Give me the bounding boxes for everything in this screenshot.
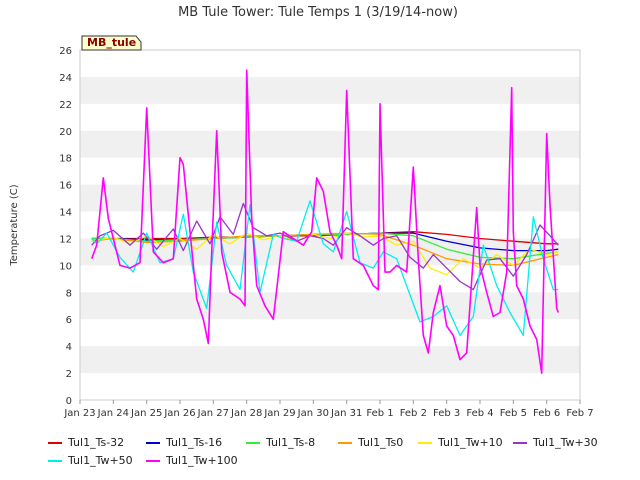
legend-swatch — [513, 441, 527, 444]
y-tick-label: 20 — [59, 127, 72, 138]
y-tick-label: 14 — [59, 208, 72, 219]
legend-label: Tul1_Ts0 — [358, 436, 404, 449]
legend-swatch — [146, 459, 160, 462]
grid-bands — [80, 76, 580, 374]
x-tick-label: Feb 3 — [433, 408, 460, 419]
x-tick-label: Jan 28 — [230, 408, 262, 419]
x-tick-label: Feb 4 — [466, 408, 493, 419]
grid-band — [80, 76, 580, 104]
y-tick-label: 0 — [66, 396, 72, 407]
x-tick-label: Jan 27 — [197, 408, 229, 419]
y-tick-label: 2 — [66, 369, 72, 380]
legend-item: Tul1_Tw+50 — [48, 454, 133, 467]
legend-swatch — [418, 441, 432, 444]
y-tick-label: 24 — [59, 73, 72, 84]
x-tick-label: Jan 29 — [263, 408, 295, 419]
x-tick-label: Jan 30 — [297, 408, 329, 419]
legend-item: Tul1_Ts-32 — [48, 436, 124, 449]
legend-label: Tul1_Ts-32 — [68, 436, 125, 449]
y-tick-label: 10 — [59, 261, 72, 272]
y-axis-label: Temperature (C) — [9, 184, 20, 266]
legend-label: Tul1_Tw+100 — [166, 454, 238, 467]
station-badge: MB_tule — [81, 35, 142, 51]
legend-swatch — [246, 441, 260, 444]
chart-title: MB Tule Tower: Tule Temps 1 (3/19/14-now… — [178, 5, 458, 20]
legend-label: Tul1_Tw+50 — [68, 454, 133, 467]
x-tick-label: Jan 23 — [63, 408, 95, 419]
legend-label: Tul1_Tw+10 — [438, 436, 503, 449]
y-tick-label: 26 — [59, 46, 72, 57]
series-line-tul1-tw-100 — [90, 69, 560, 374]
plot-frame — [79, 49, 581, 401]
station-badge-label: MB_tule — [87, 36, 136, 49]
legend-swatch — [48, 459, 62, 462]
legend-item: Tul1_Ts-16 — [146, 436, 222, 449]
x-tick-label: Jan 25 — [130, 408, 162, 419]
x-tick-label: Feb 2 — [400, 408, 427, 419]
y-tick-label: 22 — [59, 100, 72, 111]
series-group — [90, 69, 560, 374]
y-tick-label: 18 — [59, 154, 72, 165]
y-tick-label: 12 — [59, 234, 72, 245]
x-tick-label: Feb 5 — [500, 408, 527, 419]
legend-label: Tul1_Tw+30 — [533, 436, 598, 449]
legend-item: Tul1_Ts0 — [338, 436, 403, 449]
y-tick-label: 16 — [59, 181, 72, 192]
legend-label: Tul1_Ts-8 — [266, 436, 316, 449]
x-tick-label: Feb 1 — [366, 408, 393, 419]
grid-band — [80, 184, 580, 212]
x-ticks: Jan 23 Jan 24 Jan 25 Jan 26 Jan 27 Jan 28 Jan … — [63, 400, 594, 419]
legend-swatch — [338, 441, 352, 444]
legend-item: Tul1_Ts-8 — [246, 436, 315, 449]
legend-item: Tul1_Tw+30 — [513, 436, 598, 449]
y-tick-label: 6 — [66, 315, 72, 326]
legend-item: Tul1_Tw+10 — [418, 436, 503, 449]
x-tick-label: Feb 7 — [566, 408, 593, 419]
grid-band — [80, 130, 580, 158]
chart-svg: MB Tule Tower: Tule Temps 1 (3/19/14-now… — [9, 5, 594, 419]
x-tick-label: Jan 31 — [330, 408, 362, 419]
y-tick-label: 8 — [66, 288, 72, 299]
x-tick-label: Jan 26 — [163, 408, 195, 419]
y-tick-label: 4 — [66, 342, 72, 353]
legend-swatch — [48, 441, 62, 444]
grid-band — [80, 346, 580, 374]
legend-item: Tul1_Tw+100 — [146, 454, 238, 467]
series-line-tul1-ts-32 — [91, 231, 559, 245]
legend-swatch — [146, 441, 160, 444]
grid-band — [80, 292, 580, 320]
x-tick-label: Jan 24 — [97, 408, 129, 419]
legend-label: Tul1_Ts-16 — [166, 436, 223, 449]
x-tick-label: Feb 6 — [533, 408, 560, 419]
